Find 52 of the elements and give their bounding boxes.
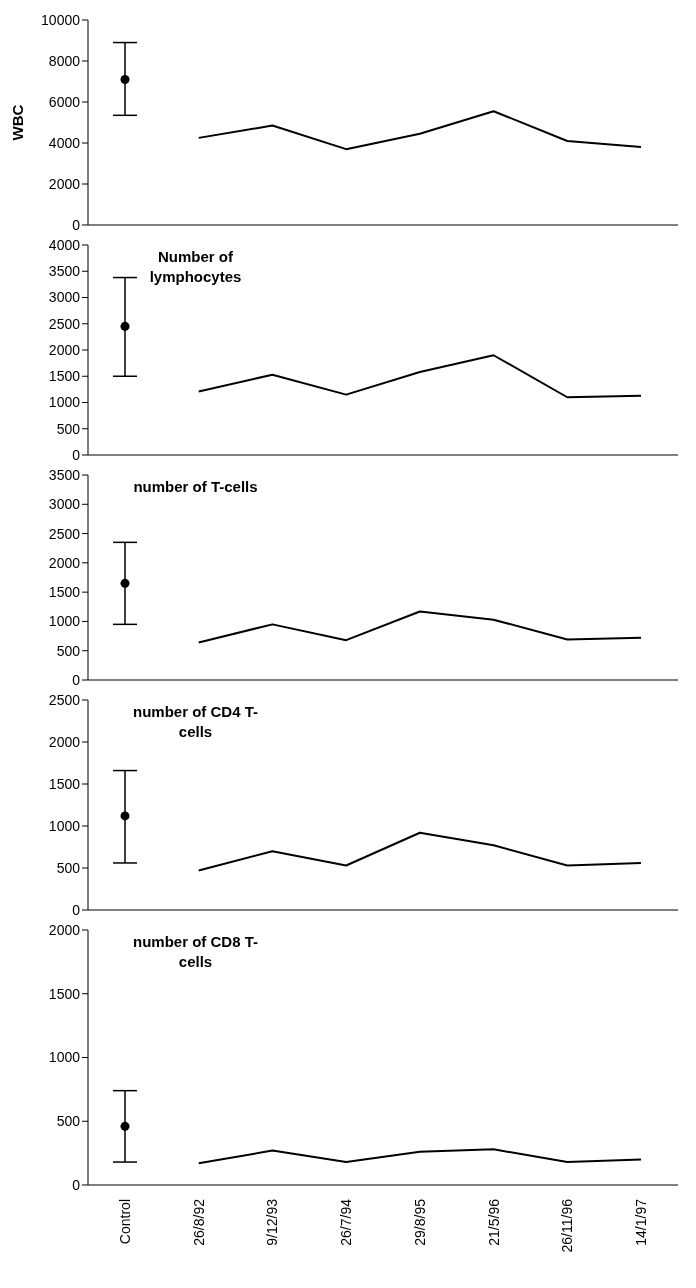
y-tick-label: 2000 [48, 341, 81, 358]
y-tick-label: 3000 [48, 496, 81, 513]
y-tick-label: 0 [72, 1176, 81, 1193]
y-tick-label: 1500 [48, 775, 81, 792]
y-tick-label: 1000 [48, 1049, 81, 1066]
y-tick-label: 1000 [48, 613, 81, 630]
y-tick-label: 500 [56, 1113, 81, 1130]
x-tick-label: 21/5/96 [485, 1198, 502, 1246]
x-tick-label: 26/7/94 [338, 1198, 355, 1246]
x-tick-label: 9/12/93 [264, 1198, 281, 1246]
y-tick-label: 0 [72, 446, 81, 463]
y-tick-label: 8000 [48, 52, 81, 69]
y-tick-label: 4000 [48, 236, 81, 253]
y-tick-label: 6000 [48, 93, 81, 110]
x-tick-label: 29/8/95 [411, 1198, 428, 1246]
y-tick-label: 2000 [48, 175, 81, 192]
line-series [197, 110, 642, 151]
y-tick-label: 1500 [48, 368, 81, 385]
y-tick-label: 0 [72, 671, 81, 688]
line-series [197, 1148, 642, 1165]
y-axis-title: WBC [9, 104, 27, 141]
text: number of CD8 T-cells [133, 932, 259, 972]
y-tick-label: 4000 [48, 134, 81, 151]
text: Number of lymphocytes [148, 247, 243, 287]
text: number of CD4 T-cells [133, 702, 259, 742]
y-tick-label: 500 [56, 859, 81, 876]
x-tick-label: Control [117, 1199, 133, 1245]
y-tick-label: 0 [72, 216, 81, 233]
x-tick-label: 26/11/96 [559, 1198, 576, 1253]
y-tick-label: 0 [72, 901, 81, 918]
y-tick-label: 1000 [48, 817, 81, 834]
y-tick-label: 2000 [48, 733, 81, 750]
y-tick-label: 2500 [48, 691, 81, 708]
line-series [197, 831, 642, 872]
x-tick-label: 14/1/97 [633, 1198, 649, 1246]
y-tick-label: 2500 [48, 525, 81, 542]
y-tick-label: 2000 [48, 554, 81, 571]
y-tick-label: 500 [56, 642, 81, 659]
y-tick-label: 1500 [48, 985, 81, 1002]
y-tick-label: 3000 [48, 289, 81, 306]
y-tick-label: 1500 [48, 584, 81, 601]
y-tick-label: 2000 [48, 921, 81, 938]
y-tick-label: 3500 [48, 263, 81, 280]
line-series [197, 610, 642, 644]
y-tick-label: 2500 [48, 315, 81, 332]
y-tick-label: 1000 [48, 394, 81, 411]
x-tick-label: 26/8/92 [190, 1198, 207, 1246]
chart-title: number of T-cells [133, 477, 258, 497]
y-tick-label: 3500 [48, 466, 81, 483]
line-series [197, 354, 642, 399]
y-tick-label: 500 [56, 420, 81, 437]
y-tick-label: 10000 [41, 11, 81, 28]
